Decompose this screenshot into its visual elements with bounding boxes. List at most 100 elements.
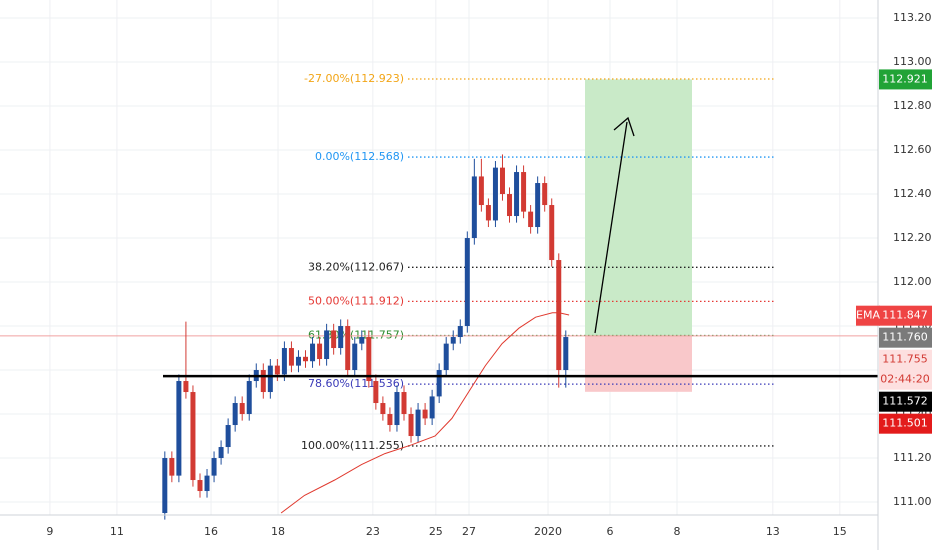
candle-body <box>310 343 316 362</box>
price-tag-label: 112.921 <box>882 72 928 85</box>
candle-body <box>521 172 527 212</box>
candle-body <box>485 205 491 221</box>
candle-body <box>225 425 231 448</box>
x-tick-label: 16 <box>204 525 218 538</box>
candle-body <box>169 458 175 476</box>
fib-level-label: 100.00%(111.255) <box>301 439 404 452</box>
candle-body <box>281 348 287 375</box>
candle-body <box>232 403 238 426</box>
candle-body <box>556 260 562 371</box>
candle-body <box>542 183 548 206</box>
candle-body <box>387 414 393 426</box>
candle-body <box>422 409 428 419</box>
y-tick-label: 112.400 <box>893 187 932 200</box>
y-tick-label: 111.200 <box>893 451 932 464</box>
fib-level-label: 61.80%(111.757) <box>308 328 404 341</box>
candle-body <box>331 330 337 349</box>
fib-level-label: 78.60%(111.536) <box>308 377 404 390</box>
x-tick-label: 9 <box>46 525 53 538</box>
candle-body <box>436 370 442 397</box>
candle-body <box>408 414 414 437</box>
position-tool <box>585 79 692 392</box>
candle-body <box>183 381 189 393</box>
candle-body <box>563 337 569 371</box>
x-tick-label: 27 <box>462 525 476 538</box>
x-tick-label: 23 <box>366 525 380 538</box>
candle-body <box>443 343 449 371</box>
ema-line <box>280 312 570 514</box>
candle-body <box>415 409 421 437</box>
y-tick-label: 112.200 <box>893 231 932 244</box>
candle-body <box>204 475 210 492</box>
candle-body <box>450 337 456 344</box>
candle-body <box>190 392 196 481</box>
candle-body <box>352 343 358 371</box>
candle-body <box>499 167 505 195</box>
price-tag-label: 111.755 <box>882 353 928 366</box>
candle-body <box>492 167 498 221</box>
candle-body <box>246 381 252 415</box>
candle-body <box>288 348 294 366</box>
y-tick-label: 112.600 <box>893 143 932 156</box>
price-tag <box>879 413 932 434</box>
candle-body <box>359 337 365 344</box>
candle-body <box>317 343 323 360</box>
y-tick-label: 113.000 <box>893 55 932 68</box>
candle-body <box>260 370 266 393</box>
candle-body <box>274 365 280 375</box>
fib-level-label: 38.20%(112.067) <box>308 260 404 273</box>
x-tick-label: 8 <box>674 525 681 538</box>
arrow-shaft <box>594 121 628 334</box>
candle-body <box>162 458 168 514</box>
price-tag-label: 111.501 <box>882 417 928 430</box>
candle-body <box>507 194 513 217</box>
candle-body <box>324 330 330 360</box>
candle-body <box>197 480 203 492</box>
candle-body <box>429 396 435 419</box>
candle-body <box>457 326 463 338</box>
x-tick-label: 18 <box>271 525 285 538</box>
y-tick-label: 113.200 <box>893 11 932 24</box>
x-tick-label: 13 <box>766 525 780 538</box>
price-tag <box>879 305 932 326</box>
candle-body <box>345 326 351 371</box>
candle-body <box>267 365 273 393</box>
x-tick-label: 6 <box>607 525 614 538</box>
fib-level-label: -27.00%(112.923) <box>304 72 404 85</box>
plot-area <box>0 154 878 520</box>
candle-body <box>366 337 372 382</box>
price-tag <box>879 349 932 390</box>
candle-body <box>549 205 555 261</box>
candle-body <box>464 238 470 327</box>
countdown-label: 02:44:20 <box>880 373 929 386</box>
x-tick-label: 25 <box>429 525 443 538</box>
price-tag-label: 111.572 <box>882 395 928 408</box>
fib-level-label: 0.00%(112.568) <box>315 150 404 163</box>
candle-body <box>380 403 386 415</box>
arrow-head <box>613 116 635 137</box>
x-tick-label: 15 <box>833 525 847 538</box>
price-tag <box>879 391 932 412</box>
ema-tag-label: EMA <box>856 309 880 322</box>
y-tick-label: 112.800 <box>893 99 932 112</box>
candle-body <box>295 356 301 366</box>
y-tick-label: 111.000 <box>893 495 932 508</box>
candle-body <box>528 211 534 228</box>
x-tick-label: 2020 <box>534 525 562 538</box>
price-tag <box>879 327 932 348</box>
fib-level-label: 50.00%(111.912) <box>308 294 404 307</box>
price-tag <box>879 69 932 90</box>
price-tag-label: 111.847 <box>882 309 928 322</box>
candle-body <box>478 176 484 206</box>
candle-body <box>535 183 541 228</box>
candle-body <box>303 356 309 362</box>
candle-body <box>211 458 217 476</box>
candle-body <box>338 326 344 349</box>
candle-body <box>514 172 520 217</box>
candle-body <box>239 403 245 415</box>
y-tick-label: 112.000 <box>893 275 932 288</box>
candle-body <box>373 381 379 404</box>
x-tick-label: 11 <box>110 525 124 538</box>
